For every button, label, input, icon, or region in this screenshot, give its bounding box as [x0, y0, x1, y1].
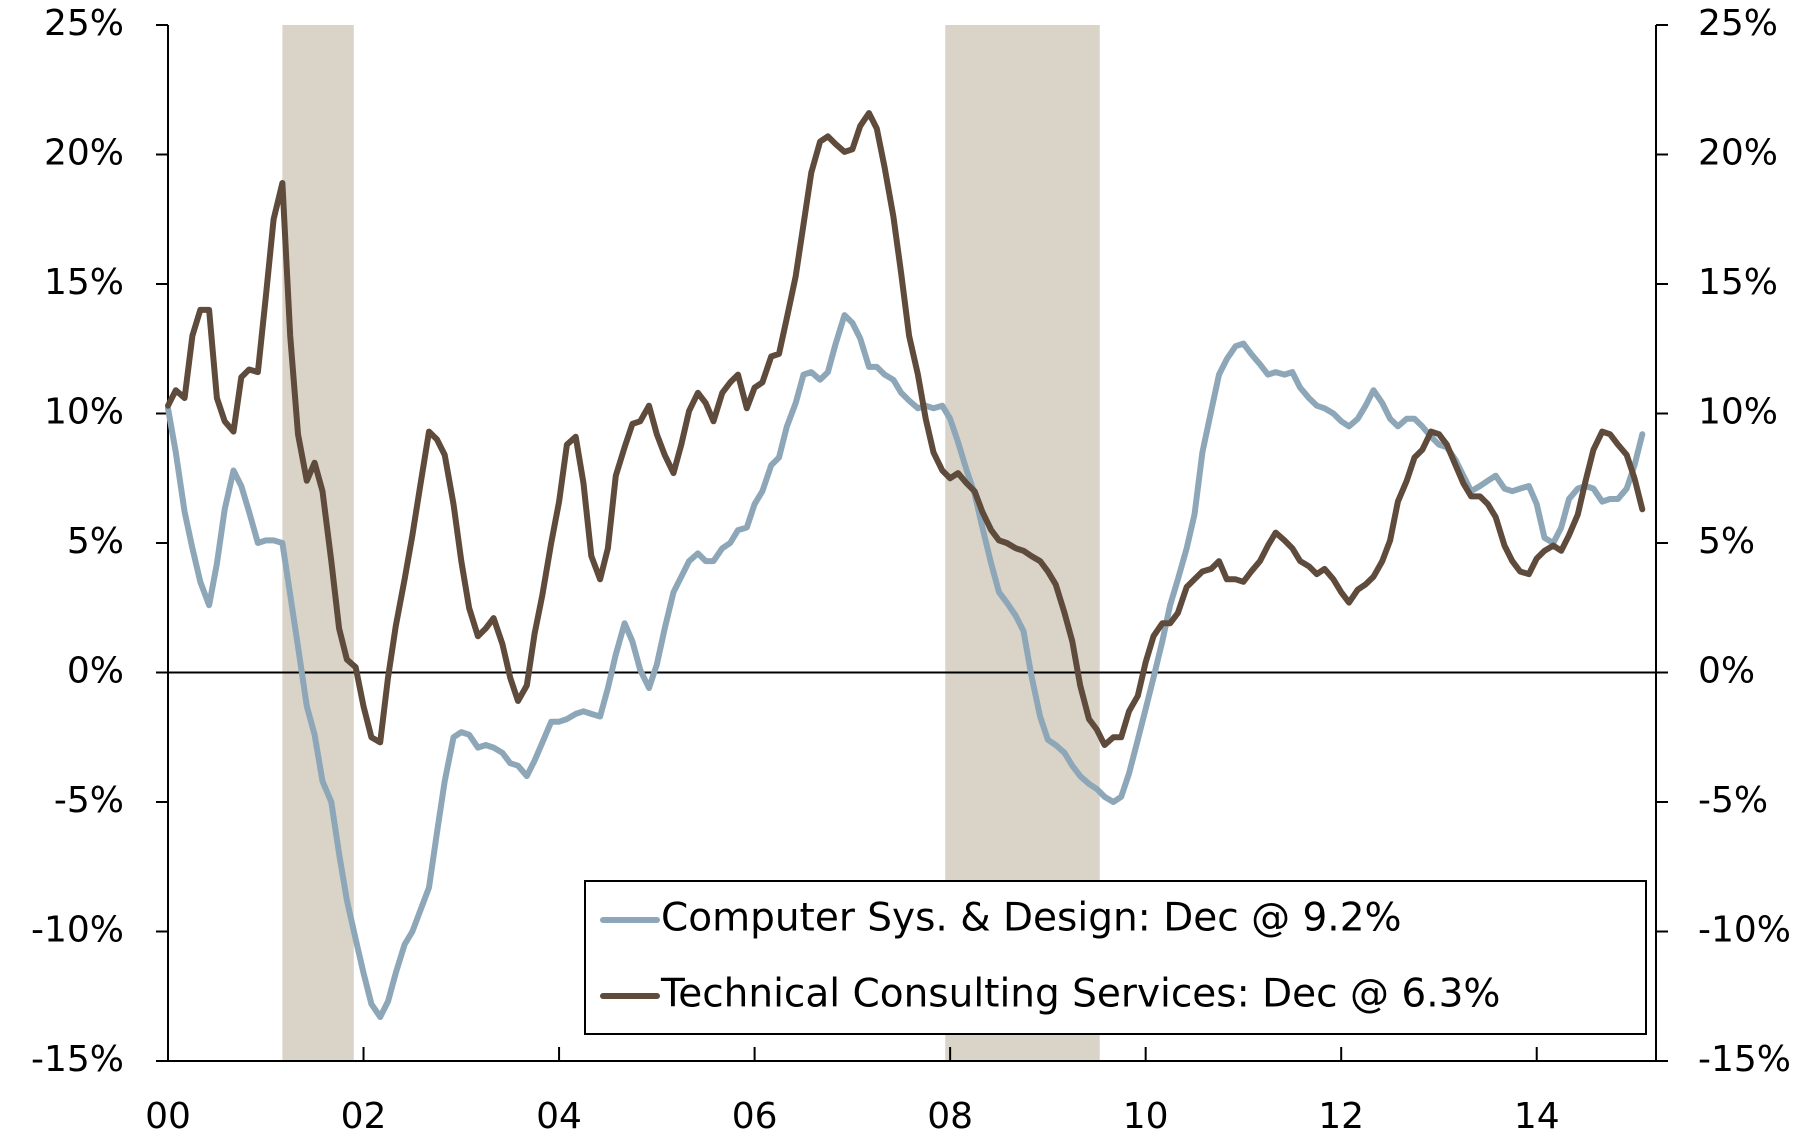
- y-tick-label: -15%: [31, 1039, 124, 1080]
- y2-tick-label: -10%: [1698, 910, 1791, 951]
- y2-tick-label: 0%: [1698, 651, 1755, 692]
- y-tick-label: -10%: [31, 910, 124, 951]
- legend-label: Technical Consulting Services: Dec @ 6.3…: [660, 972, 1501, 1017]
- series-line: [165, 110, 1646, 748]
- x-tick-label: 08: [927, 1096, 973, 1137]
- x-tick-label: 12: [1318, 1096, 1364, 1137]
- y2-tick-label: -5%: [1698, 780, 1768, 821]
- legend-label: Computer Sys. & Design: Dec @ 9.2%: [661, 896, 1402, 941]
- axes-layer: -15% -10% -5% 0% 5% 10% 15% 20% 25% -15% -10% -5% 0%…: [31, 3, 1791, 1137]
- series-line: [165, 312, 1646, 1020]
- y-tick-label: 15%: [44, 262, 124, 303]
- y2-tick-label: 20%: [1698, 133, 1778, 174]
- recession-band: [282, 25, 354, 1061]
- x-tick-label: 02: [341, 1096, 387, 1137]
- y2-tick-label: 25%: [1698, 3, 1778, 44]
- x-tick-label: 14: [1514, 1096, 1560, 1137]
- y2-tick-label: 15%: [1698, 262, 1778, 303]
- y-tick-label: -5%: [54, 780, 124, 821]
- x-tick-label: 06: [732, 1096, 778, 1137]
- x-tick-label: 04: [536, 1096, 582, 1137]
- y-tick-label: 5%: [67, 521, 124, 562]
- y-tick-label: 25%: [44, 3, 124, 44]
- y-tick-label: 0%: [67, 651, 124, 692]
- y-tick-label: 20%: [44, 133, 124, 174]
- y2-tick-label: -15%: [1698, 1039, 1791, 1080]
- legend: Computer Sys. & Design: Dec @ 9.2% Techni…: [584, 880, 1647, 1035]
- y-tick-label: 10%: [44, 392, 124, 433]
- legend-box: [584, 880, 1647, 1035]
- series-layer: [165, 110, 1646, 1020]
- y2-tick-label: 5%: [1698, 521, 1755, 562]
- x-tick-label: 10: [1123, 1096, 1169, 1137]
- y2-tick-label: 10%: [1698, 392, 1778, 433]
- x-tick-label: 00: [145, 1096, 191, 1137]
